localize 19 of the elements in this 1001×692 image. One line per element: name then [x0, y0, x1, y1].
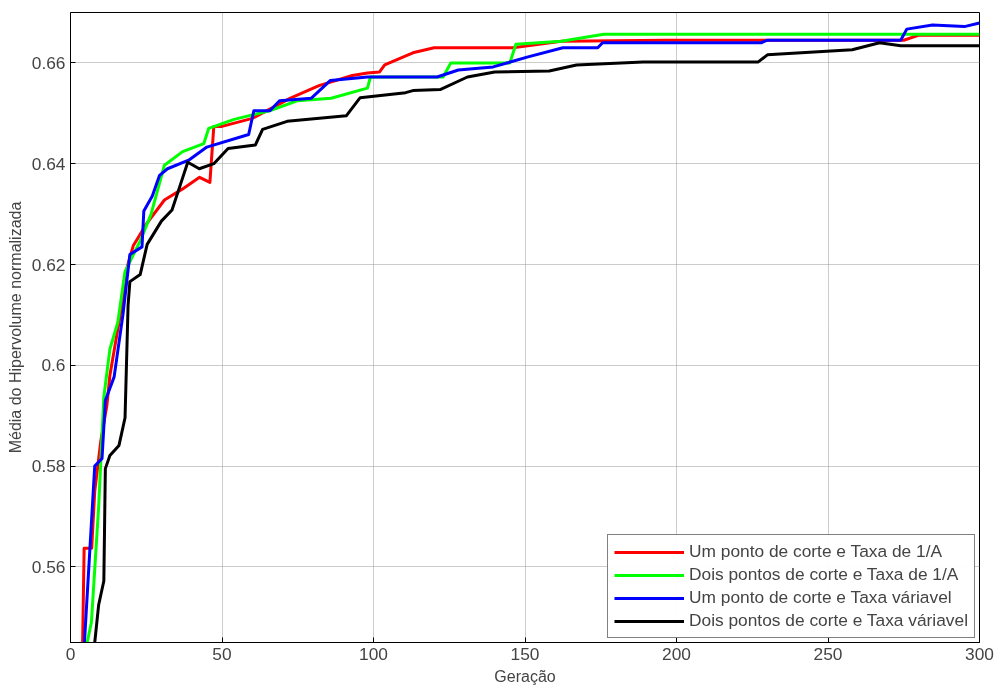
x-tick-label: 200 — [662, 643, 691, 664]
legend-label: Dois pontos de corte e Taxa de 1/A — [688, 564, 959, 585]
legend-label: Dois pontos de corte e Taxa váriavel — [688, 610, 968, 631]
y-tick-label: 0.62 — [31, 254, 66, 275]
x-tick-label: 150 — [510, 643, 540, 664]
y-tick-label: 0.6 — [41, 355, 66, 376]
x-tick-label: 50 — [212, 643, 232, 664]
x-tick-label: 250 — [813, 643, 843, 664]
y-tick-label: 0.64 — [31, 153, 66, 174]
legend-label: Um ponto de corte e Taxa váriavel — [688, 587, 952, 608]
x-axis-title: Geração — [494, 667, 556, 685]
legend-label: Um ponto de corte e Taxa de 1/A — [688, 541, 943, 562]
y-tick-label: 0.56 — [31, 556, 66, 577]
y-tick-label: 0.58 — [31, 456, 66, 477]
x-tick-label: 300 — [965, 643, 994, 664]
y-tick-label: 0.66 — [31, 52, 66, 73]
x-tick-label: 0 — [65, 643, 76, 664]
y-axis-title: Média do Hipervolume normalizada — [6, 201, 24, 454]
x-tick-label: 100 — [359, 643, 388, 664]
